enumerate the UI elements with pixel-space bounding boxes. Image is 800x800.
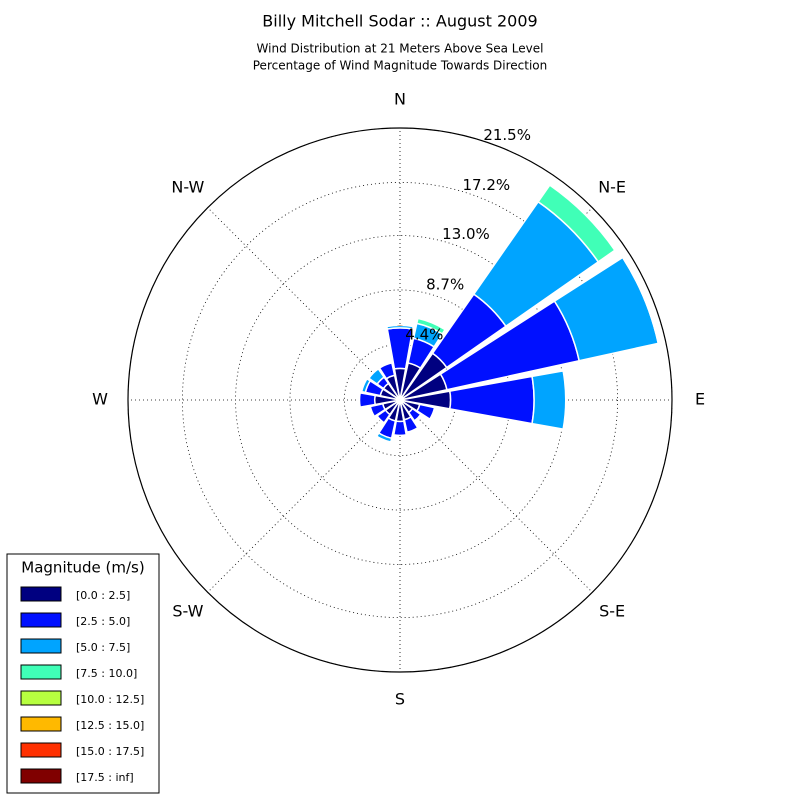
r-tick-label: 13.0% — [442, 225, 490, 243]
r-tick-label: 8.7% — [426, 275, 464, 293]
grid-ring — [181, 181, 619, 619]
chart-subtitle: Wind Distribution at 21 Meters Above Sea… — [257, 42, 544, 56]
bar-segment — [378, 362, 396, 380]
legend-swatch — [20, 664, 62, 680]
legend-label: [0.0 : 2.5] — [76, 589, 130, 602]
direction-label: S — [395, 690, 405, 709]
bar-segment — [376, 409, 391, 424]
bar-segment — [537, 184, 616, 263]
bar-segment — [367, 367, 386, 386]
bar-segment — [416, 403, 436, 421]
chart-title: Billy Mitchell Sodar :: August 2009 — [262, 12, 537, 31]
direction-label: N-W — [171, 177, 204, 196]
direction-label: E — [695, 390, 705, 409]
bar-segment — [369, 402, 387, 418]
legend-label: [12.5 : 15.0] — [76, 719, 144, 732]
legend-label: [7.5 : 10.0] — [76, 667, 137, 680]
legend-swatch — [20, 586, 62, 602]
bar-segment — [358, 392, 376, 408]
bar-segment — [403, 416, 419, 434]
legend-label: [5.0 : 7.5] — [76, 641, 130, 654]
legend-title: Magnitude (m/s) — [21, 559, 144, 577]
direction-label: W — [92, 390, 108, 409]
bar-segment — [407, 407, 422, 422]
legend-swatch — [20, 612, 62, 628]
chart-subtitle: Percentage of Wind Magnitude Towards Dir… — [253, 59, 547, 73]
spoke — [207, 207, 401, 401]
r-tick-label: 4.4% — [405, 326, 443, 344]
direction-label: N — [394, 90, 406, 109]
outer-ring — [127, 127, 673, 673]
direction-label: N-E — [598, 177, 626, 196]
legend-swatch — [20, 716, 62, 732]
direction-label: S-E — [599, 602, 625, 621]
bar-segment — [375, 431, 393, 443]
legend-swatch — [20, 638, 62, 654]
legend-label: [17.5 : inf] — [76, 771, 134, 784]
bar-segment — [360, 377, 372, 394]
spoke — [399, 399, 593, 593]
legend-label: [2.5 : 5.0] — [76, 615, 130, 628]
legend-swatch — [20, 742, 62, 758]
legend-swatch — [20, 768, 62, 784]
legend-label: [15.0 : 17.5] — [76, 745, 144, 758]
legend-label: [10.0 : 12.5] — [76, 693, 144, 706]
r-tick-label: 17.2% — [463, 176, 511, 194]
spoke — [207, 399, 401, 593]
bar-segment — [621, 255, 661, 345]
bar-segment — [392, 420, 408, 437]
r-tick-label: 21.5% — [483, 126, 531, 144]
bar-segment — [415, 317, 447, 335]
bar-segment — [531, 369, 567, 431]
bar-segment — [386, 324, 414, 330]
direction-label: S-W — [172, 602, 203, 621]
legend-swatch — [20, 690, 62, 706]
